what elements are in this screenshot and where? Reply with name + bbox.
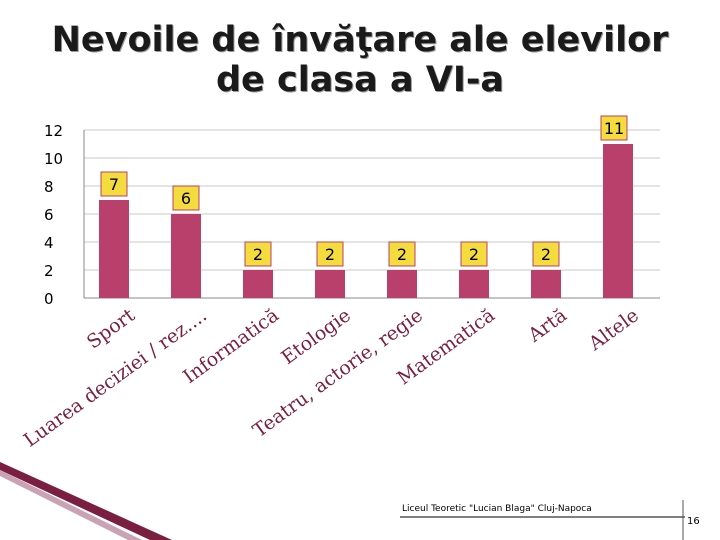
- data-label-box: [316, 241, 344, 267]
- data-label-box: [600, 115, 628, 141]
- bar: [459, 270, 489, 298]
- data-label-box: [388, 241, 416, 267]
- slide-title: Nevoile de învăţare ale elevilor de clas…: [0, 20, 720, 100]
- y-tick-label: 0: [44, 290, 54, 308]
- data-label-box: [172, 185, 200, 211]
- data-label: 2: [253, 245, 263, 264]
- data-label-box: [532, 241, 560, 267]
- data-label: 7: [109, 175, 119, 194]
- data-label-box: [100, 171, 128, 197]
- corner-swoosh-light: [0, 470, 142, 540]
- bar: [315, 270, 345, 298]
- slide-title-line-2: de clasa a VI-a: [215, 60, 505, 100]
- data-label-box: [244, 241, 272, 267]
- data-label: 2: [325, 245, 335, 264]
- bar: [531, 270, 561, 298]
- data-label: 2: [469, 245, 479, 264]
- data-label: 2: [397, 245, 407, 264]
- y-tick-label: 4: [44, 234, 54, 252]
- y-tick-label: 12: [44, 122, 63, 140]
- corner-swoosh-dark: [0, 462, 172, 540]
- data-label: 2: [541, 245, 551, 264]
- slide-title-line-1: Nevoile de învăţare ale elevilor: [51, 20, 669, 60]
- bar: [171, 214, 201, 298]
- y-tick-label: 10: [44, 150, 63, 168]
- bar: [99, 200, 129, 298]
- data-label: 6: [181, 189, 191, 208]
- bar: [387, 270, 417, 298]
- y-tick-label: 8: [44, 178, 54, 196]
- data-label-box: [460, 241, 488, 267]
- y-tick-label: 2: [44, 262, 54, 280]
- y-tick-label: 6: [44, 206, 54, 224]
- footer-text: Liceul Teoretic "Lucian Blaga" Cluj-Napo…: [402, 504, 592, 514]
- slide-number: 16: [687, 516, 700, 527]
- bar: [603, 144, 633, 298]
- data-label: 11: [604, 119, 624, 138]
- bar: [243, 270, 273, 298]
